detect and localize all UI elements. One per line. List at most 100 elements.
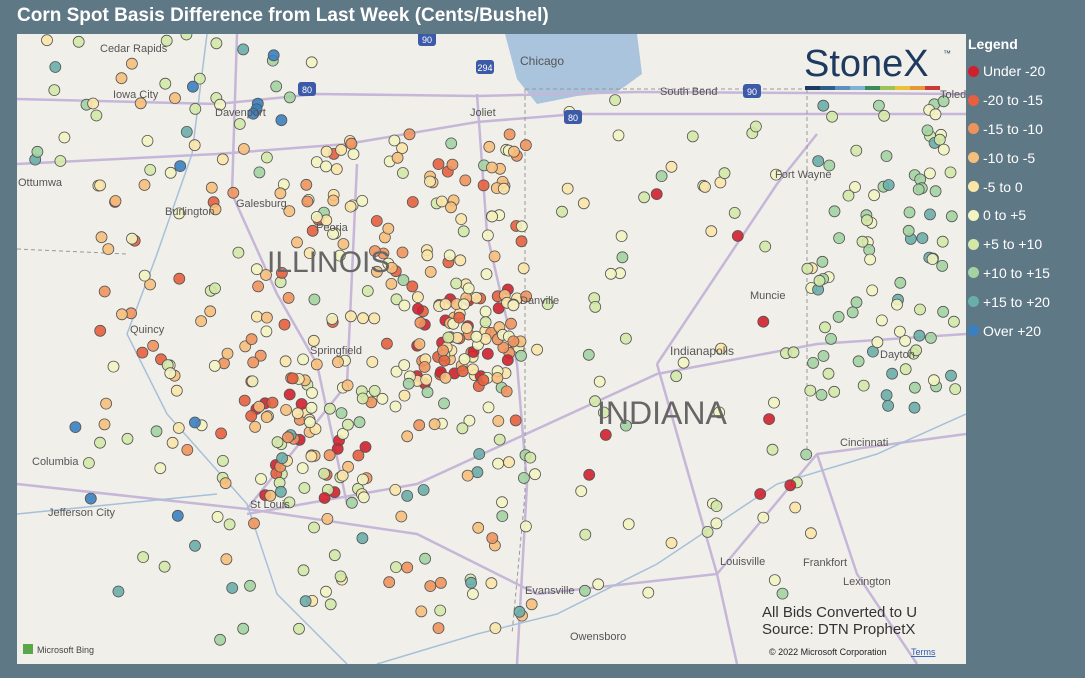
bid-dot: [477, 179, 490, 192]
bid-dot: [95, 231, 108, 244]
bid-dot: [324, 598, 337, 611]
bid-dot: [266, 396, 279, 409]
bid-dot: [396, 142, 409, 155]
bid-dot: [453, 311, 466, 324]
bid-dot: [556, 205, 568, 218]
legend-swatch: [968, 65, 979, 77]
bid-dot: [390, 365, 403, 378]
bid-dot: [515, 349, 528, 362]
terms-link[interactable]: Terms: [911, 647, 936, 657]
bid-dot: [260, 311, 273, 324]
bid-dot: [267, 49, 280, 62]
bid-dot: [763, 413, 775, 426]
bid-dot: [385, 261, 398, 274]
place-label: Owensboro: [570, 631, 626, 643]
legend-swatch: [968, 238, 979, 250]
place-label: INDIANA: [597, 395, 727, 431]
bid-dot: [445, 137, 458, 150]
bid-dot: [817, 99, 830, 112]
place-label: Fort Wayne: [775, 169, 831, 181]
bid-dot: [188, 139, 201, 152]
bid-dot: [731, 230, 744, 242]
bid-dot: [144, 163, 157, 176]
bid-dot: [710, 517, 723, 530]
bid-dot: [299, 595, 312, 608]
bid-dot: [456, 365, 469, 378]
bid-dot: [215, 427, 228, 440]
bid-dot: [470, 291, 483, 304]
bid-dot: [83, 457, 95, 469]
lake: [505, 34, 642, 104]
bid-dot: [303, 416, 316, 429]
bid-dot: [500, 385, 513, 398]
bid-dot: [154, 462, 167, 475]
bid-dot: [368, 245, 381, 258]
bid-dot: [320, 160, 332, 173]
bid-dot: [899, 334, 911, 347]
bid-dot: [757, 315, 770, 328]
bid-dot: [356, 194, 369, 207]
bid-dot: [361, 285, 374, 297]
bid-dot: [828, 385, 841, 398]
bid-dot: [303, 247, 316, 260]
bid-dot: [382, 222, 395, 235]
bid-dot: [342, 460, 355, 473]
bid-dot: [332, 356, 344, 369]
bid-dot: [286, 372, 299, 385]
bid-dot: [503, 128, 516, 141]
legend-item: +5 to +10: [968, 230, 1050, 259]
bid-dot: [69, 421, 82, 434]
bid-dot: [173, 272, 186, 285]
legend-item: Under -20: [968, 57, 1050, 86]
bid-dot: [458, 353, 471, 366]
bid-dot: [250, 263, 263, 276]
bid-dot: [589, 300, 602, 313]
bid-dot: [357, 491, 370, 504]
bid-dot: [459, 174, 472, 187]
bid-dot: [238, 394, 251, 407]
bid-dot: [605, 267, 617, 280]
highway-shield: [298, 82, 316, 96]
bid-dot: [353, 416, 366, 429]
bid-dot: [84, 492, 97, 505]
place-label: Burlington: [165, 206, 215, 218]
bid-dot: [164, 367, 177, 380]
bid-dot: [402, 377, 415, 390]
bid-dot: [926, 253, 939, 266]
bid-dot: [345, 137, 358, 150]
legend-item: +15 to +20: [968, 287, 1050, 316]
bid-dot: [260, 325, 273, 338]
bid-dot: [465, 576, 478, 589]
bid-dot: [880, 389, 893, 402]
bid-dot: [282, 291, 295, 304]
legend-label: -20 to -15: [983, 92, 1043, 109]
bid-dot: [579, 528, 592, 541]
bid-dot: [525, 598, 538, 611]
bid-dot: [670, 370, 683, 383]
bid-dot: [616, 251, 629, 264]
bid-dot: [908, 401, 921, 414]
bid-dot: [412, 302, 424, 315]
bid-dot: [599, 428, 612, 441]
bid-dot: [336, 469, 349, 482]
bid-dot: [620, 419, 632, 432]
highway-shield: [743, 84, 761, 98]
bid-dot: [385, 277, 398, 290]
bid-dot: [470, 330, 483, 343]
bid-dot: [768, 574, 781, 586]
bid-dot: [914, 303, 926, 316]
bid-dot: [520, 290, 533, 303]
bid-dot: [846, 306, 859, 319]
bid-dot: [345, 496, 358, 509]
bid-dot: [455, 213, 468, 226]
legend-swatch: [968, 209, 979, 221]
bid-dot: [615, 230, 628, 243]
bid-dot: [249, 420, 262, 433]
bid-dot: [833, 232, 845, 245]
bid-dot: [136, 346, 149, 359]
bid-dot: [283, 388, 296, 401]
bid-dot: [507, 335, 520, 348]
bid-dot: [271, 436, 284, 449]
bid-dot: [800, 448, 813, 461]
bid-dot: [445, 201, 457, 214]
